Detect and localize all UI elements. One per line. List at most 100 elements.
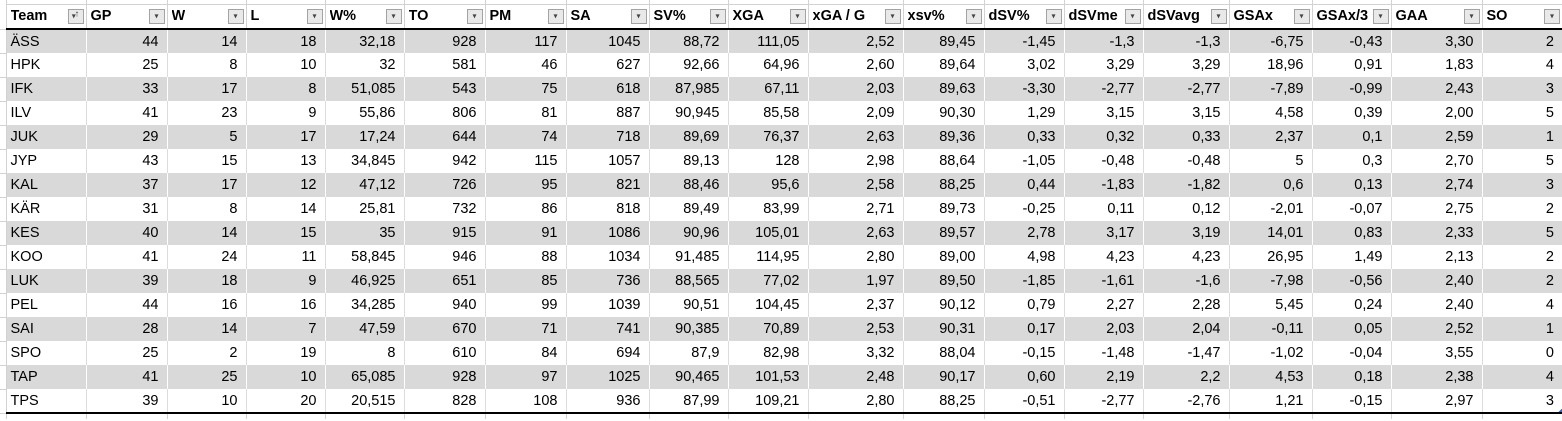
filter-button-dsv[interactable]: ▾ bbox=[1045, 8, 1062, 24]
cell-tps-gaa[interactable]: 2,97 bbox=[1391, 389, 1483, 414]
cell-sai-gsax[interactable]: -0,11 bbox=[1229, 317, 1313, 341]
cell-hpk-dsv[interactable]: 3,02 bbox=[984, 53, 1065, 77]
cell-tps-dsvme[interactable]: -2,77 bbox=[1064, 389, 1144, 414]
filter-button-w[interactable]: ▾ bbox=[227, 8, 244, 24]
cell-spo-so[interactable]: 0 bbox=[1482, 341, 1562, 365]
cell-spo-pm[interactable]: 84 bbox=[485, 341, 567, 365]
cell-juk-gp[interactable]: 29 bbox=[86, 125, 168, 149]
cell-kes-so[interactable]: 5 bbox=[1482, 221, 1562, 245]
cell-jyp-so[interactable]: 5 bbox=[1482, 149, 1562, 173]
cell-ss-w[interactable]: 14 bbox=[167, 29, 247, 53]
column-header-xga[interactable]: XGA ▾ bbox=[728, 3, 809, 30]
cell-juk-team[interactable]: JUK bbox=[6, 125, 87, 149]
cell-ifk-pm[interactable]: 75 bbox=[485, 77, 567, 101]
cell-koo-gaa[interactable]: 2,13 bbox=[1391, 245, 1483, 269]
cell-juk-xga-g[interactable]: 2,63 bbox=[808, 125, 904, 149]
filter-button-sv[interactable]: ▾ bbox=[709, 8, 726, 24]
cell-k-r-xga-g[interactable]: 2,71 bbox=[808, 197, 904, 221]
cell-juk-dsv[interactable]: 0,33 bbox=[984, 125, 1065, 149]
cell-luk-w[interactable]: 18 bbox=[167, 269, 247, 293]
cell-koo-xga-g[interactable]: 2,80 bbox=[808, 245, 904, 269]
cell-ifk-sv[interactable]: 87,985 bbox=[649, 77, 729, 101]
cell-kal-pm[interactable]: 95 bbox=[485, 173, 567, 197]
cell-kal-l[interactable]: 12 bbox=[246, 173, 326, 197]
cell-koo-dsvme[interactable]: 4,23 bbox=[1064, 245, 1144, 269]
cell-ilv-dsvme[interactable]: 3,15 bbox=[1064, 101, 1144, 125]
cell-tap-w[interactable]: 65,085 bbox=[325, 365, 405, 389]
cell-hpk-gsax-3[interactable]: 0,91 bbox=[1312, 53, 1392, 77]
cell-jyp-dsvme[interactable]: -0,48 bbox=[1064, 149, 1144, 173]
cell-kal-sa[interactable]: 821 bbox=[566, 173, 650, 197]
cell-ifk-to[interactable]: 543 bbox=[404, 77, 486, 101]
column-header-w[interactable]: W% ▾ bbox=[325, 3, 405, 30]
cell-spo-w[interactable]: 2 bbox=[167, 341, 247, 365]
cell-kes-team[interactable]: KES bbox=[6, 221, 87, 245]
cell-sai-so[interactable]: 1 bbox=[1482, 317, 1562, 341]
filter-button-dsvme[interactable]: ▾ bbox=[1124, 8, 1141, 24]
cell-sai-gsax-3[interactable]: 0,05 bbox=[1312, 317, 1392, 341]
cell-k-r-w[interactable]: 25,81 bbox=[325, 197, 405, 221]
cell-tap-pm[interactable]: 97 bbox=[485, 365, 567, 389]
cell-hpk-gsax[interactable]: 18,96 bbox=[1229, 53, 1313, 77]
cell-sai-xga-g[interactable]: 2,53 bbox=[808, 317, 904, 341]
cell-kal-xsv[interactable]: 88,25 bbox=[903, 173, 985, 197]
cell-k-r-dsv[interactable]: -0,25 bbox=[984, 197, 1065, 221]
cell-ss-gsax[interactable]: -6,75 bbox=[1229, 29, 1313, 53]
cell-spo-dsvavg[interactable]: -1,47 bbox=[1143, 341, 1230, 365]
cell-koo-gsax[interactable]: 26,95 bbox=[1229, 245, 1313, 269]
cell-koo-dsvavg[interactable]: 4,23 bbox=[1143, 245, 1230, 269]
cell-luk-to[interactable]: 651 bbox=[404, 269, 486, 293]
cell-koo-l[interactable]: 11 bbox=[246, 245, 326, 269]
cell-ss-dsvavg[interactable]: -1,3 bbox=[1143, 29, 1230, 53]
cell-juk-sa[interactable]: 718 bbox=[566, 125, 650, 149]
cell-kes-gp[interactable]: 40 bbox=[86, 221, 168, 245]
cell-ss-sv[interactable]: 88,72 bbox=[649, 29, 729, 53]
cell-pel-pm[interactable]: 99 bbox=[485, 293, 567, 317]
cell-tps-w[interactable]: 10 bbox=[167, 389, 247, 414]
cell-jyp-sa[interactable]: 1057 bbox=[566, 149, 650, 173]
column-header-xga-g[interactable]: xGA / G ▾ bbox=[808, 3, 904, 30]
cell-ss-xga-g[interactable]: 2,52 bbox=[808, 29, 904, 53]
cell-ss-w[interactable]: 32,18 bbox=[325, 29, 405, 53]
cell-tps-pm[interactable]: 108 bbox=[485, 389, 567, 414]
cell-pel-gp[interactable]: 44 bbox=[86, 293, 168, 317]
cell-juk-pm[interactable]: 74 bbox=[485, 125, 567, 149]
cell-kal-gaa[interactable]: 2,74 bbox=[1391, 173, 1483, 197]
cell-hpk-so[interactable]: 4 bbox=[1482, 53, 1562, 77]
cell-ifk-dsvme[interactable]: -2,77 bbox=[1064, 77, 1144, 101]
cell-spo-sv[interactable]: 87,9 bbox=[649, 341, 729, 365]
cell-luk-sa[interactable]: 736 bbox=[566, 269, 650, 293]
cell-tps-to[interactable]: 828 bbox=[404, 389, 486, 414]
filter-button-so[interactable]: ▾ bbox=[1544, 8, 1560, 24]
cell-koo-team[interactable]: KOO bbox=[6, 245, 87, 269]
cell-luk-dsvme[interactable]: -1,61 bbox=[1064, 269, 1144, 293]
cell-pel-to[interactable]: 940 bbox=[404, 293, 486, 317]
cell-tps-gsax[interactable]: 1,21 bbox=[1229, 389, 1313, 414]
cell-juk-dsvme[interactable]: 0,32 bbox=[1064, 125, 1144, 149]
cell-k-r-xsv[interactable]: 89,73 bbox=[903, 197, 985, 221]
cell-jyp-xga-g[interactable]: 2,98 bbox=[808, 149, 904, 173]
cell-ilv-l[interactable]: 9 bbox=[246, 101, 326, 125]
cell-ilv-dsv[interactable]: 1,29 bbox=[984, 101, 1065, 125]
cell-ifk-w[interactable]: 17 bbox=[167, 77, 247, 101]
cell-pel-xsv[interactable]: 90,12 bbox=[903, 293, 985, 317]
cell-tap-xga[interactable]: 101,53 bbox=[728, 365, 809, 389]
cell-koo-gp[interactable]: 41 bbox=[86, 245, 168, 269]
cell-jyp-gp[interactable]: 43 bbox=[86, 149, 168, 173]
cell-ilv-sa[interactable]: 887 bbox=[566, 101, 650, 125]
cell-k-r-gsax[interactable]: -2,01 bbox=[1229, 197, 1313, 221]
cell-koo-w[interactable]: 58,845 bbox=[325, 245, 405, 269]
cell-sai-w[interactable]: 47,59 bbox=[325, 317, 405, 341]
cell-ss-to[interactable]: 928 bbox=[404, 29, 486, 53]
cell-hpk-dsvme[interactable]: 3,29 bbox=[1064, 53, 1144, 77]
cell-k-r-sa[interactable]: 818 bbox=[566, 197, 650, 221]
cell-kes-sa[interactable]: 1086 bbox=[566, 221, 650, 245]
filter-button-to[interactable]: ▾ bbox=[466, 8, 483, 24]
cell-pel-sa[interactable]: 1039 bbox=[566, 293, 650, 317]
cell-juk-xsv[interactable]: 89,36 bbox=[903, 125, 985, 149]
cell-luk-pm[interactable]: 85 bbox=[485, 269, 567, 293]
cell-sai-sv[interactable]: 90,385 bbox=[649, 317, 729, 341]
cell-k-r-gsax-3[interactable]: -0,07 bbox=[1312, 197, 1392, 221]
cell-sai-gaa[interactable]: 2,52 bbox=[1391, 317, 1483, 341]
cell-k-r-pm[interactable]: 86 bbox=[485, 197, 567, 221]
